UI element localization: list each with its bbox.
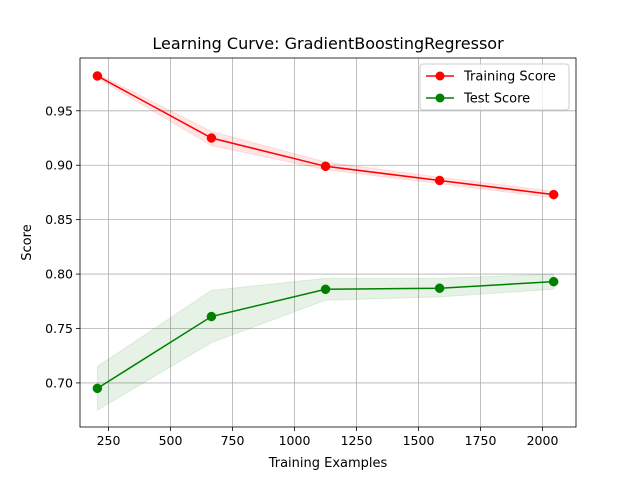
legend-label: Test Score (463, 92, 530, 107)
data-point-test (434, 283, 445, 293)
data-point-test (206, 311, 217, 322)
legend-swatch-marker (435, 93, 445, 103)
data-point-test (320, 284, 331, 295)
data-point-training (206, 133, 217, 143)
y-tick-label: 0.75 (45, 321, 73, 336)
y-tick-label: 0.70 (45, 375, 73, 390)
legend-label: Training Score (463, 70, 556, 85)
data-point-training (548, 189, 559, 200)
x-tick-label: 1500 (403, 433, 435, 448)
tick-layer: 250 500 750 1000 1250 1500 1750 2000 0.70 0.75 0.8… (45, 103, 558, 448)
chart-title: Learning Curve: GradientBoostingRegresso… (152, 34, 504, 53)
confidence-band-test (96, 273, 555, 412)
plot-frame (79, 57, 577, 428)
x-tick-label: 1750 (465, 433, 497, 448)
y-tick-label: 0.95 (45, 103, 73, 118)
legend-box (419, 63, 570, 111)
series-line-layer (92, 71, 559, 394)
x-axis-label: Training Examples (268, 456, 388, 471)
y-tick-label: 0.80 (45, 267, 73, 282)
x-tick-label: 750 (221, 433, 245, 448)
grid-layer (80, 58, 576, 427)
legend-swatch-marker (435, 71, 445, 81)
y-tick-label: 0.85 (45, 212, 73, 227)
data-point-test (548, 276, 559, 287)
x-tick-label: 2000 (527, 433, 559, 448)
x-tick-label: 1000 (279, 433, 311, 448)
data-point-test (92, 383, 103, 394)
y-tick-label: 0.90 (45, 158, 73, 173)
x-tick-label: 1250 (341, 433, 373, 448)
x-tick-label: 250 (97, 433, 121, 448)
data-point-training (320, 161, 331, 172)
data-point-training (434, 175, 445, 186)
legend: Training Score Test Score (419, 63, 570, 111)
y-axis-label: Score (20, 224, 35, 260)
data-point-training (92, 71, 103, 81)
x-tick-label: 500 (159, 433, 183, 448)
